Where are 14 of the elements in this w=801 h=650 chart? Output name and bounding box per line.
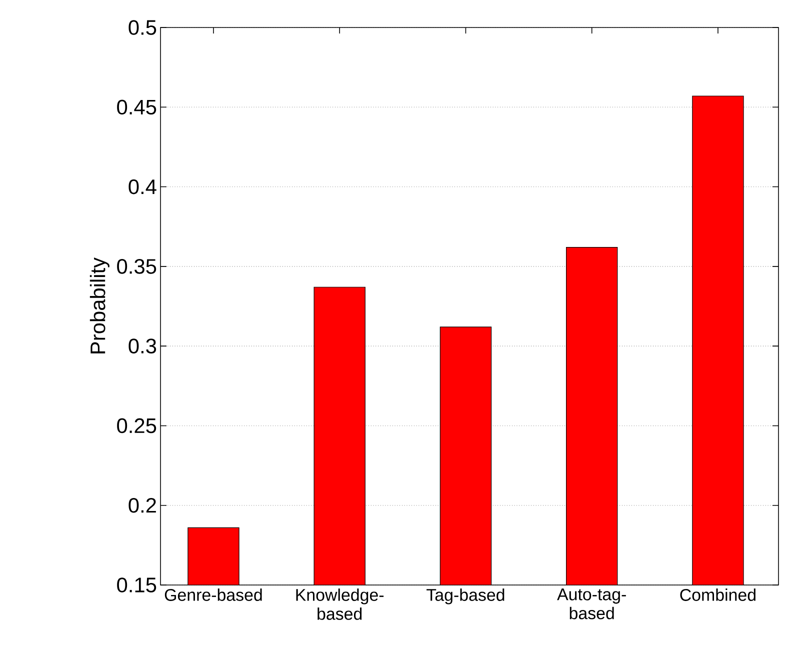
y-tick-label: 0.25 bbox=[117, 418, 156, 434]
y-tick-label: 0.2 bbox=[128, 498, 156, 513]
x-tick-label: Auto-tag-based bbox=[557, 588, 626, 620]
y-tick-label: 0.5 bbox=[128, 20, 156, 35]
y-tick-label: 0.45 bbox=[117, 100, 156, 115]
y-axis-title: Probability bbox=[90, 257, 110, 354]
y-tick-label: 0.15 bbox=[117, 578, 156, 592]
y-tick-label: 0.4 bbox=[128, 179, 156, 194]
y-tick-label: 0.3 bbox=[128, 338, 156, 354]
x-tick-label: Combined bbox=[680, 588, 756, 601]
y-tick-label: 0.35 bbox=[117, 259, 156, 274]
x-tick-label: Genre-based bbox=[164, 588, 262, 601]
x-tick-label: Knowledge-based bbox=[296, 588, 384, 620]
x-tick-label: Tag-based bbox=[426, 588, 504, 604]
